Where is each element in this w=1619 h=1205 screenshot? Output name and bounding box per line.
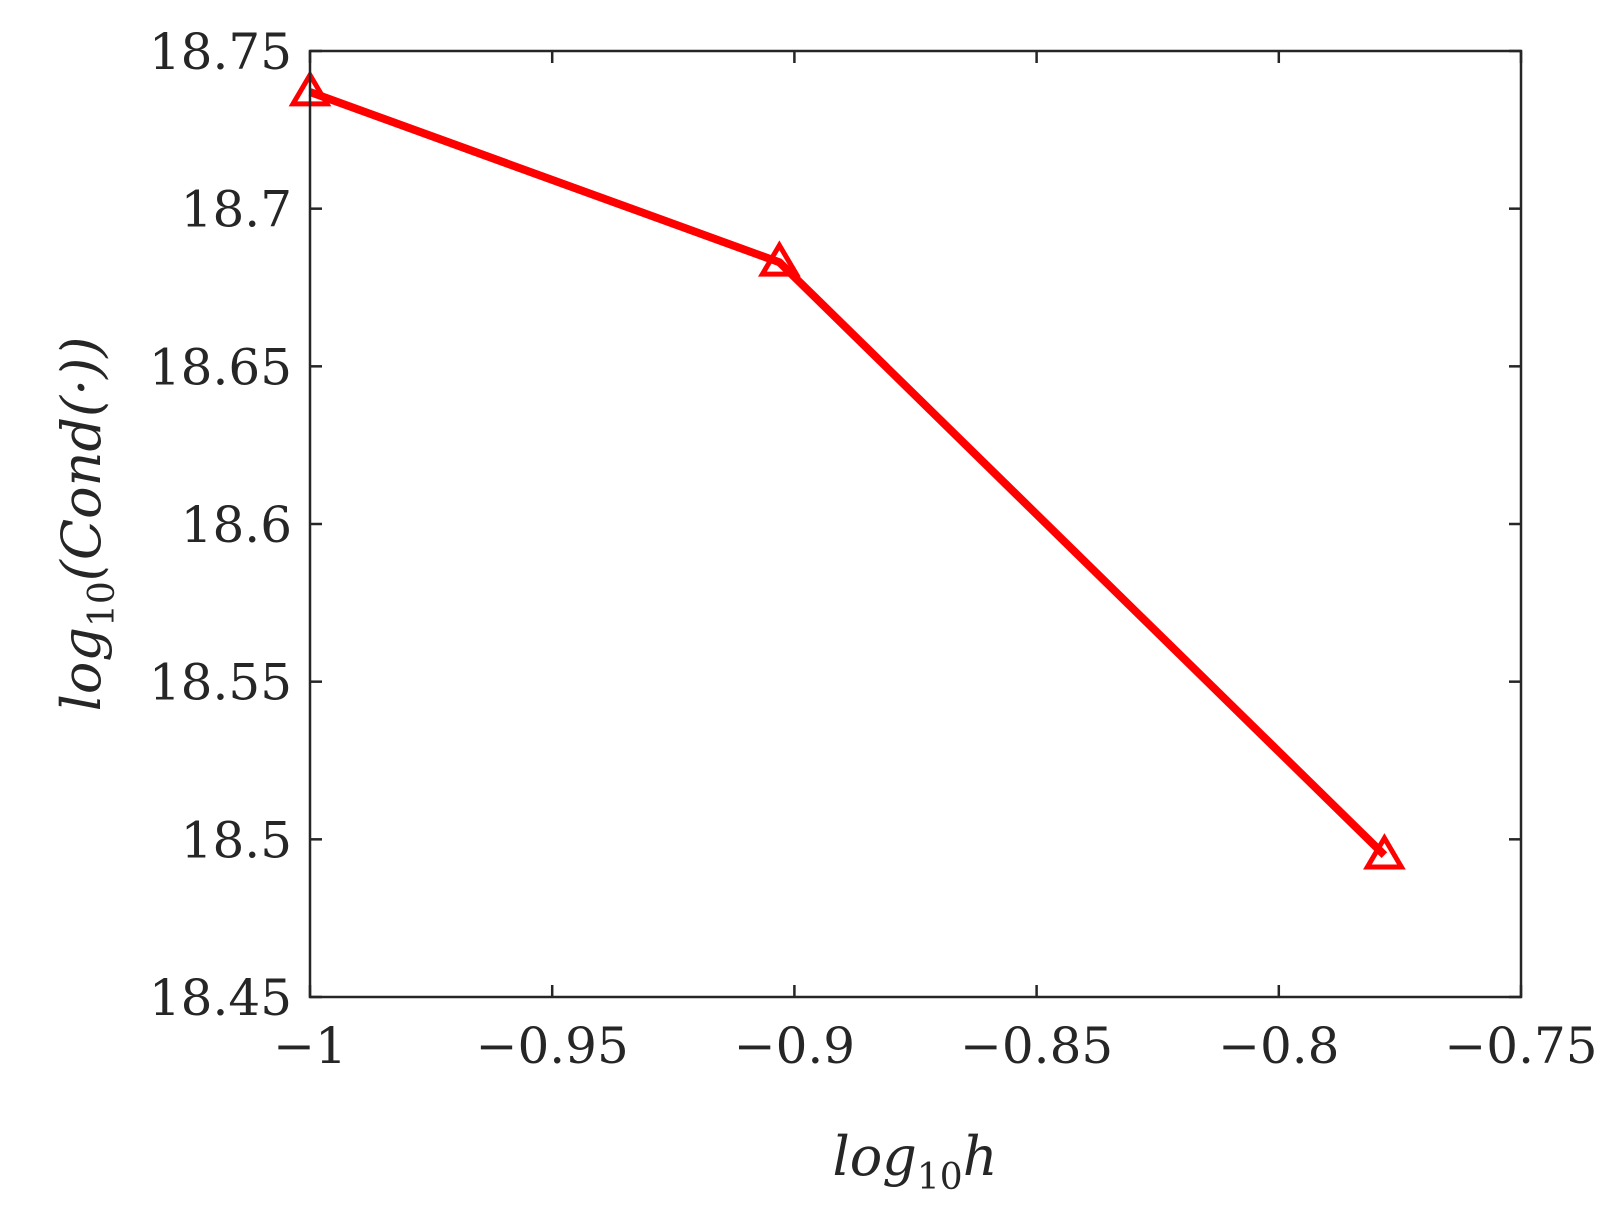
series-line	[308, 88, 1388, 858]
x-tick-label: −0.9	[734, 1017, 855, 1075]
x-axis-label-tail: h	[963, 1125, 998, 1188]
y-tick-label: 18.45	[149, 969, 292, 1027]
x-axis-label-main: log	[833, 1125, 917, 1188]
y-axis-label: log10(Cond(·))	[50, 337, 123, 712]
y-axis-label-subscript: 10	[82, 581, 123, 627]
y-tick-label: 18.6	[181, 496, 292, 554]
y-tick-label: 18.75	[149, 23, 292, 81]
y-axis-label-tail: (Cond(·))	[50, 337, 113, 582]
x-axis-label-subscript: 10	[917, 1157, 963, 1198]
x-tick-label: −1	[273, 1017, 347, 1075]
x-axis-label: log10h	[833, 1125, 998, 1198]
x-tick-label: −0.95	[476, 1017, 629, 1075]
x-tick-label: −0.75	[1444, 1017, 1597, 1075]
x-tick-label: −0.85	[960, 1017, 1113, 1075]
y-tick-label: 18.7	[181, 181, 292, 239]
data-point-marker	[1363, 833, 1406, 870]
axes-box	[308, 49, 1523, 999]
x-tick-label: −0.8	[1218, 1017, 1339, 1075]
y-tick-label: 18.55	[149, 654, 292, 712]
y-tick-label: 18.5	[181, 811, 292, 869]
y-axis-label-main: log	[50, 627, 113, 711]
tick-labels-group: −1 −0.95 −0.9 −0.85 −0.8 −0.75 18.45 18.5 18.55 1…	[149, 23, 1598, 1075]
data-point-marker	[758, 240, 801, 277]
y-tick-label: 18.65	[149, 338, 292, 396]
plot-area	[310, 51, 1521, 997]
